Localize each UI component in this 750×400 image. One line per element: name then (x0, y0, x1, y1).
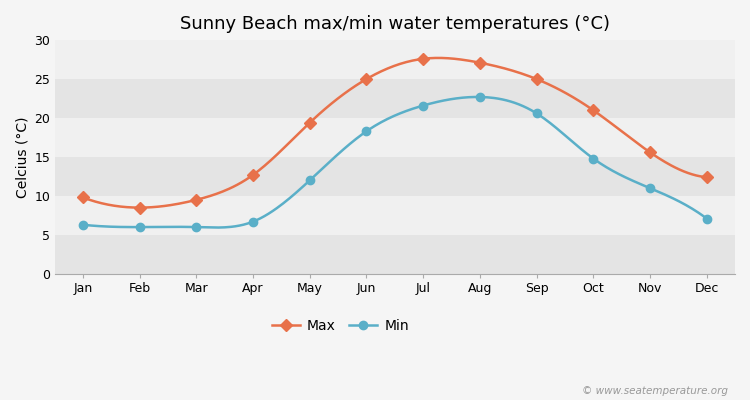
Bar (55, 118, 735, 157)
Legend: Max, Min: Max, Min (266, 314, 414, 338)
Bar (55, 79, 735, 118)
Text: © www.seatemperature.org: © www.seatemperature.org (581, 386, 728, 396)
Bar (55, 157, 735, 196)
Title: Sunny Beach max/min water temperatures (°C): Sunny Beach max/min water temperatures (… (180, 15, 610, 33)
Bar (55, 235, 735, 274)
Bar (55, 40, 735, 79)
Bar (55, 196, 735, 235)
Y-axis label: Celcius (°C): Celcius (°C) (15, 116, 29, 198)
